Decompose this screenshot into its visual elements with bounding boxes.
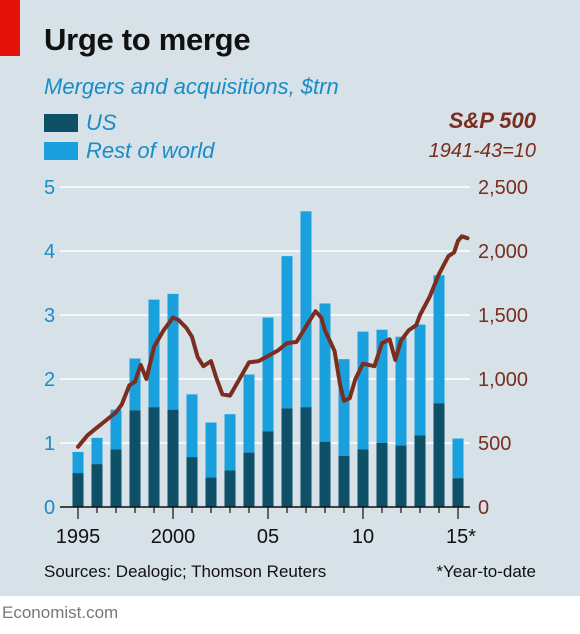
- bar-us: [433, 403, 445, 507]
- sp500-line-group: [76, 234, 470, 449]
- bar-rest-of-world: [300, 211, 312, 408]
- y2-tick-label: 500: [478, 433, 511, 455]
- sp500-line: [76, 234, 470, 449]
- bar-us: [205, 477, 217, 507]
- bar-rest-of-world: [414, 324, 426, 436]
- bar-rest-of-world: [167, 293, 179, 410]
- bar-us: [72, 473, 84, 507]
- bar-rest-of-world: [72, 451, 84, 474]
- bar-us: [338, 455, 350, 507]
- bar-rest-of-world: [338, 359, 350, 456]
- y-tick-label: 0: [44, 497, 55, 519]
- y-tick-label: 4: [44, 241, 55, 263]
- x-tick-label: 15*: [446, 526, 476, 548]
- bar-rest-of-world: [433, 275, 445, 404]
- x-tick-label: 2000: [151, 526, 196, 548]
- y-tick-label: 5: [44, 177, 55, 199]
- x-tick-label: 05: [257, 526, 279, 548]
- x-tick-label: 10: [352, 526, 374, 548]
- bar-rest-of-world: [319, 303, 331, 442]
- bar-rest-of-world: [91, 437, 103, 465]
- brand-label: Economist.com: [2, 603, 119, 622]
- red-tab: [0, 0, 20, 56]
- legend-label-rest-of-world: Rest of world: [86, 138, 215, 163]
- bar-rest-of-world: [129, 358, 141, 411]
- footnote: *Year-to-date: [436, 562, 536, 581]
- bar-us: [319, 441, 331, 507]
- y-tick-label: 3: [44, 305, 55, 327]
- bar-us: [186, 457, 198, 507]
- bar-us: [452, 478, 464, 507]
- legend-label-us: US: [86, 110, 117, 135]
- bar-us: [281, 408, 293, 507]
- bar-rest-of-world: [376, 329, 388, 443]
- bar-us: [414, 435, 426, 507]
- bar-rest-of-world: [452, 438, 464, 479]
- bar-us: [357, 449, 369, 507]
- sp500-title: S&P 500: [448, 108, 536, 133]
- chart-title: Urge to merge: [44, 22, 251, 57]
- bar-rest-of-world: [262, 317, 274, 432]
- bar-rest-of-world: [186, 394, 198, 458]
- bar-us: [148, 407, 160, 507]
- chart-subtitle: Mergers and acquisitions, $trn: [44, 74, 339, 99]
- bars: [72, 211, 464, 507]
- x-tick-label: 1995: [56, 526, 101, 548]
- bar-us: [167, 409, 179, 507]
- bar-rest-of-world: [357, 331, 369, 450]
- bar-us: [243, 452, 255, 507]
- bar-rest-of-world: [224, 414, 236, 471]
- y2-tick-label: 0: [478, 497, 489, 519]
- bar-rest-of-world: [205, 422, 217, 478]
- bar-us: [395, 445, 407, 507]
- bar-rest-of-world: [110, 409, 122, 450]
- sp500-base: 1941-43=10: [428, 140, 536, 162]
- y-tick-label: 2: [44, 369, 55, 391]
- y2-tick-label: 1,500: [478, 305, 528, 327]
- y-tick-label: 1: [44, 433, 55, 455]
- chart-svg: 0 0 1 500 2 1,000 3 1,500 4 2,000 5 2,500 1995 2000 05…: [44, 177, 528, 548]
- bar-us: [129, 410, 141, 507]
- axes: 0 0 1 500 2 1,000 3 1,500 4 2,000 5 2,500 1995 2000 05…: [44, 177, 528, 548]
- y2-tick-label: 2,500: [478, 177, 528, 199]
- legend-swatch-rest-of-world: [44, 142, 78, 160]
- legend-swatch-us: [44, 114, 78, 132]
- bar-us: [91, 464, 103, 507]
- bar-us: [110, 449, 122, 507]
- bar-rest-of-world: [395, 336, 407, 446]
- bar-us: [224, 470, 236, 507]
- bar-rest-of-world: [243, 374, 255, 453]
- y2-tick-label: 1,000: [478, 369, 528, 391]
- bar-us: [262, 431, 274, 507]
- bar-us: [300, 407, 312, 507]
- bar-us: [376, 443, 388, 507]
- y2-tick-label: 2,000: [478, 241, 528, 263]
- bar-rest-of-world: [281, 256, 293, 409]
- right-axis-label: S&P 500 1941-43=10: [429, 108, 536, 163]
- source-note: Sources: Dealogic; Thomson Reuters: [44, 562, 327, 581]
